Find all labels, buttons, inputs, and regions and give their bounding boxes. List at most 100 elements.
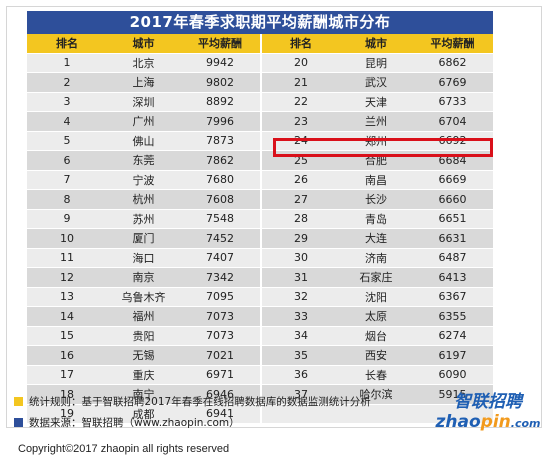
cell-rank: 28 <box>260 209 340 229</box>
cell-rank: 21 <box>260 72 340 93</box>
cell-rank: 3 <box>27 92 107 112</box>
table-row: 5 佛山 7873 24 郑州 6692 <box>27 131 493 151</box>
cell-city: 广州 <box>107 111 180 132</box>
cell-rank: 18 <box>27 384 107 405</box>
cell-city: 太原 <box>340 306 412 327</box>
cell-city: 乌鲁木齐 <box>107 287 180 307</box>
cell-rank: 20 <box>260 53 340 73</box>
cell-rank: 6 <box>27 150 107 171</box>
cell-city: 长沙 <box>340 189 412 210</box>
table-row: 14 福州 7073 33 太原 6355 <box>27 306 493 327</box>
cell-city: 重庆 <box>107 365 180 385</box>
cell-rank: 33 <box>260 306 340 327</box>
cell-rank: 5 <box>27 131 107 151</box>
cell-city: 南宁 <box>107 384 180 405</box>
cell-city: 长春 <box>340 365 412 385</box>
cell-salary: 6651 <box>412 209 493 229</box>
cell-salary: 6733 <box>412 92 493 112</box>
cell-salary: 6487 <box>412 248 493 268</box>
cell-salary: 6862 <box>412 53 493 73</box>
cell-salary: 6274 <box>412 326 493 346</box>
cell-salary: 6684 <box>412 150 493 171</box>
table-row: 19 成都 6941 <box>27 404 493 424</box>
cell-salary: 6971 <box>180 365 261 385</box>
cell-rank: 1 <box>27 53 107 73</box>
cell-city: 石家庄 <box>340 267 412 288</box>
cell-city: 成都 <box>107 404 180 424</box>
cell-rank: 34 <box>260 326 340 346</box>
cell-city: 宁波 <box>107 170 180 190</box>
cell-city: 佛山 <box>107 131 180 151</box>
cell-city <box>340 404 412 424</box>
report-title: 2017年春季求职期平均薪酬城市分布 <box>27 11 493 34</box>
cell-rank: 27 <box>260 189 340 210</box>
cell-salary: 7073 <box>180 326 261 346</box>
header-city: 城市 <box>107 34 180 54</box>
note-source-text: 数据来源：智联招聘（www.zhaopin.com） <box>29 417 240 429</box>
cell-salary: 7073 <box>180 306 261 327</box>
cell-salary: 9802 <box>180 72 261 93</box>
table-row: 13 乌鲁木齐 7095 32 沈阳 6367 <box>27 287 493 307</box>
header-salary: 平均薪酬 <box>412 34 493 54</box>
cell-rank: 11 <box>27 248 107 268</box>
table-row: 6 东莞 7862 25 合肥 6684 <box>27 150 493 171</box>
cell-salary: 6669 <box>412 170 493 190</box>
cell-city: 兰州 <box>340 111 412 132</box>
cell-city: 南京 <box>107 267 180 288</box>
cell-rank: 14 <box>27 306 107 327</box>
yellow-square-icon <box>14 397 23 406</box>
cell-city: 杭州 <box>107 189 180 210</box>
cell-rank: 8 <box>27 189 107 210</box>
header-rank: 排名 <box>27 34 107 54</box>
cell-salary: 6355 <box>412 306 493 327</box>
cell-rank: 23 <box>260 111 340 132</box>
cell-salary: 6660 <box>412 189 493 210</box>
cell-rank: 19 <box>27 404 107 424</box>
cell-rank: 35 <box>260 345 340 366</box>
cell-rank: 4 <box>27 111 107 132</box>
cell-salary <box>412 404 493 424</box>
table-row: 1 北京 9942 20 昆明 6862 <box>27 53 493 73</box>
cell-salary: 7021 <box>180 345 261 366</box>
cell-rank: 32 <box>260 287 340 307</box>
cell-city: 昆明 <box>340 53 412 73</box>
logo-en-text: zhaopin.com <box>435 412 541 432</box>
cell-rank: 13 <box>27 287 107 307</box>
table-row: 11 海口 7407 30 济南 6487 <box>27 248 493 268</box>
cell-city: 武汉 <box>340 72 412 93</box>
table-row: 10 厦门 7452 29 大连 6631 <box>27 228 493 249</box>
note-source: 数据来源：智联招聘（www.zhaopin.com） <box>14 416 240 430</box>
cell-salary: 7407 <box>180 248 261 268</box>
table-row: 15 贵阳 7073 34 烟台 6274 <box>27 326 493 346</box>
cell-salary: 5915 <box>412 384 493 405</box>
cell-salary: 6941 <box>180 404 261 424</box>
cell-salary: 6367 <box>412 287 493 307</box>
cell-city: 天津 <box>340 92 412 112</box>
cell-rank: 9 <box>27 209 107 229</box>
cell-city: 无锡 <box>107 345 180 366</box>
cell-rank <box>260 404 340 424</box>
cell-rank: 15 <box>27 326 107 346</box>
cell-salary: 6704 <box>412 111 493 132</box>
cell-city: 上海 <box>107 72 180 93</box>
cell-salary: 6631 <box>412 228 493 249</box>
note-rule: 统计规则：基于智联招聘2017年春季在线招聘数据库的数据监测统计分析 <box>14 395 371 409</box>
cell-salary: 6769 <box>412 72 493 93</box>
header-salary: 平均薪酬 <box>180 34 261 54</box>
cell-salary: 7873 <box>180 131 261 151</box>
cell-rank: 2 <box>27 72 107 93</box>
cell-salary: 6413 <box>412 267 493 288</box>
header-row: 排名 城市 平均薪酬 排名 城市 平均薪酬 <box>27 34 493 54</box>
cell-rank: 24 <box>260 131 340 151</box>
cell-salary: 7680 <box>180 170 261 190</box>
cell-salary: 7342 <box>180 267 261 288</box>
zhaopin-logo: 智联招聘 zhaopin.com <box>435 392 541 432</box>
table-row: 12 南京 7342 31 石家庄 6413 <box>27 267 493 288</box>
table-row: 4 广州 7996 23 兰州 6704 <box>27 111 493 132</box>
cell-city: 烟台 <box>340 326 412 346</box>
cell-rank: 10 <box>27 228 107 249</box>
cell-rank: 37 <box>260 384 340 405</box>
table-row: 17 重庆 6971 36 长春 6090 <box>27 365 493 385</box>
table-row: 7 宁波 7680 26 南昌 6669 <box>27 170 493 190</box>
cell-salary: 7095 <box>180 287 261 307</box>
